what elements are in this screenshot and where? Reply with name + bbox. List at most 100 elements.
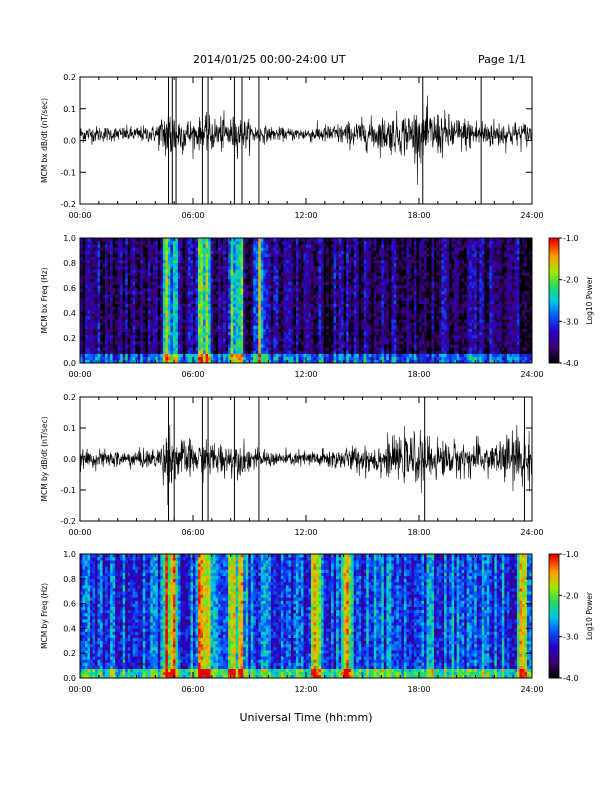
- spectrogram-cell: [82, 331, 86, 336]
- spectrogram-cell: [112, 294, 116, 298]
- spectrogram-cell: [205, 328, 209, 333]
- spectrogram-cell: [323, 259, 327, 264]
- spectrogram-cell: [298, 328, 302, 333]
- spectrogram-cell: [243, 316, 247, 320]
- spectrogram-cell: [248, 281, 252, 286]
- spectrogram-cell: [220, 350, 224, 354]
- spectrogram-cell: [220, 281, 224, 286]
- spectrogram-cell: [160, 316, 164, 320]
- spectrogram-cell: [125, 341, 129, 345]
- spectrogram-cell: [97, 259, 101, 264]
- spectrogram-cell: [187, 300, 191, 304]
- spectrogram-cell: [107, 331, 111, 336]
- spectrogram-cell: [373, 306, 377, 311]
- spectrogram-cell: [97, 266, 101, 270]
- spectrogram-cell: [203, 328, 206, 333]
- spectrogram-cell: [150, 256, 154, 261]
- spectrogram-cell: [278, 322, 282, 326]
- spectrogram-cell: [363, 259, 367, 264]
- spectrogram-cell: [270, 300, 274, 304]
- spectrogram-cell: [353, 238, 357, 242]
- spectrogram-cell: [107, 316, 111, 320]
- spectrogram-cell: [263, 353, 267, 358]
- spectrogram-cell: [258, 238, 262, 242]
- spectrogram-cell: [142, 291, 146, 295]
- spectrogram-cell: [142, 303, 146, 308]
- spectrogram-cell: [152, 294, 156, 298]
- spectrogram-cell: [120, 328, 123, 333]
- spectrogram-cell: [165, 278, 169, 283]
- spectrogram-cell: [200, 309, 204, 314]
- spectrogram-cell: [157, 322, 161, 326]
- spectrogram-cell: [243, 263, 247, 267]
- spectrogram-cell: [290, 353, 294, 358]
- spectrogram-cell: [361, 263, 365, 267]
- spectrogram-cell: [195, 275, 199, 279]
- spectrogram-cell: [218, 263, 221, 267]
- spectrogram-cell: [260, 247, 264, 251]
- spectrogram-cell: [386, 269, 390, 273]
- spectrogram-cell: [160, 263, 164, 267]
- spectrogram-cell: [235, 247, 239, 251]
- spectrogram-cell: [228, 272, 231, 276]
- spectrogram-cell: [198, 344, 201, 348]
- spectrogram-cell: [368, 303, 372, 308]
- spectrogram-cell: [280, 316, 284, 320]
- spectrogram-cell: [230, 338, 234, 342]
- spectrogram-cell: [363, 306, 367, 311]
- spectrogram-cell: [368, 281, 372, 286]
- spectrogram-cell: [328, 266, 332, 270]
- spectrogram-cell: [147, 244, 151, 248]
- spectrogram-cell: [328, 294, 332, 298]
- spectrogram-cell: [200, 322, 204, 326]
- spectrogram-cell: [218, 328, 221, 333]
- spectrogram-cell: [220, 353, 224, 358]
- spectrogram-cell: [321, 275, 324, 279]
- spectrogram-cell: [351, 344, 355, 348]
- spectrogram-cell: [180, 341, 184, 345]
- spectrogram-cell: [125, 266, 129, 270]
- spectrogram-cell: [373, 309, 377, 314]
- spectrogram-cell: [87, 263, 91, 267]
- spectrogram-cell: [373, 325, 377, 329]
- spectrogram-cell: [331, 266, 334, 270]
- spectrogram-cell: [162, 253, 166, 258]
- spectrogram-cell: [90, 347, 93, 351]
- spectrogram-cell: [351, 319, 355, 323]
- spectrogram-cell: [122, 272, 126, 276]
- spectrogram-cell: [162, 294, 166, 298]
- spectrogram-cell: [225, 241, 229, 245]
- spectrogram-cell: [383, 306, 387, 311]
- spectrogram-cell: [328, 284, 332, 289]
- spectrogram-cell: [278, 356, 282, 361]
- spectrogram-cell: [190, 316, 194, 320]
- spectrogram-cell: [293, 313, 297, 317]
- spectrogram-cell: [366, 244, 370, 248]
- spectrogram-cell: [333, 303, 337, 308]
- spectrogram-cell: [175, 334, 179, 339]
- spectrogram-cell: [298, 278, 302, 283]
- spectrogram-cell: [85, 338, 88, 342]
- spectrogram-cell: [195, 250, 199, 254]
- spectrogram-cell: [228, 338, 231, 342]
- spectrogram-cell: [198, 275, 201, 279]
- spectrogram-cell: [215, 253, 219, 258]
- spectrogram-cell: [255, 263, 259, 267]
- spectrogram-cell: [240, 306, 244, 311]
- spectrogram-cell: [162, 322, 166, 326]
- spectrogram-cell: [150, 275, 154, 279]
- spectrogram-cell: [356, 291, 360, 295]
- spectrogram-cell: [105, 247, 108, 251]
- spectrogram-cell: [288, 297, 292, 301]
- spectrogram-cell: [218, 359, 221, 364]
- spectrogram-cell: [255, 334, 259, 339]
- spectrogram-cell: [298, 253, 302, 258]
- spectrogram-cell: [208, 256, 211, 261]
- spectrogram-cell: [378, 278, 382, 283]
- spectrogram-cell: [255, 269, 259, 273]
- spectrogram-cell: [122, 341, 126, 345]
- spectrogram-cell: [185, 359, 189, 364]
- spectrogram-cell: [205, 247, 209, 251]
- spectrogram-cell: [97, 272, 101, 276]
- spectrogram-cell: [187, 288, 191, 292]
